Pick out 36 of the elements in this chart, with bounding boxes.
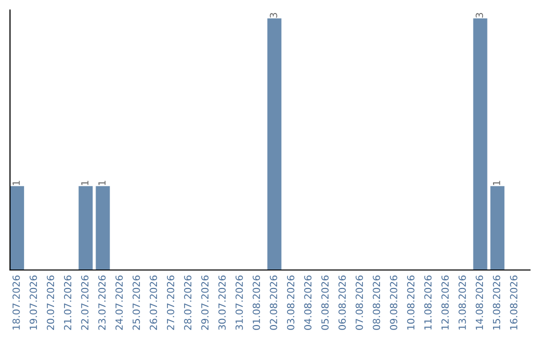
x-tick-label: 04.08.2026 (304, 275, 312, 330)
x-tick-label: 31.07.2026 (236, 275, 243, 330)
data-label: 1 (81, 180, 88, 186)
x-tick-label: 09.08.2026 (390, 275, 398, 330)
x-tick-label: 06.08.2026 (338, 275, 346, 330)
data-label: 3 (270, 12, 278, 18)
x-tick-label: 27.07.2026 (166, 275, 174, 330)
x-tick-label: 20.07.2026 (46, 275, 54, 330)
x-tick-label: 10.08.2026 (407, 275, 414, 330)
data-label: 1 (98, 180, 106, 186)
x-tick-label: 23.07.2026 (98, 275, 106, 330)
data-label: 3 (476, 12, 484, 18)
x-tick-label: 11.08.2026 (424, 275, 432, 330)
x-tick-label: 25.07.2026 (132, 275, 140, 330)
x-tick-label: 24.07.2026 (115, 275, 123, 330)
data-label: 1 (493, 180, 500, 186)
data-label: 1 (12, 180, 20, 186)
x-tick-label: 28.07.2026 (184, 275, 192, 330)
x-tick-label: 15.08.2026 (492, 275, 500, 330)
x-tick-label: 19.07.2026 (30, 275, 38, 330)
x-tick-label: 16.08.2026 (510, 275, 518, 330)
x-tick-label: 22.07.2026 (81, 275, 88, 330)
x-tick-label: 05.08.2026 (321, 275, 329, 330)
x-tick-label: 21.07.2026 (64, 275, 72, 330)
x-tick-label: 02.08.2026 (270, 275, 278, 330)
x-tick-label: 13.08.2026 (458, 275, 466, 330)
x-tick-label: 03.08.2026 (287, 275, 294, 330)
x-tick-label: 29.07.2026 (201, 275, 209, 330)
x-tick-label: 18.07.2026 (12, 275, 20, 330)
x-tick-label: 07.08.2026 (356, 275, 363, 330)
x-tick-label: 08.08.2026 (372, 275, 380, 330)
x-tick-label: 01.08.2026 (252, 275, 260, 330)
x-tick-label: 12.08.2026 (441, 275, 449, 330)
x-tick-label: 14.08.2026 (476, 275, 484, 330)
x-tick-label: 30.07.2026 (218, 275, 226, 330)
x-tick-label: 26.07.2026 (150, 275, 158, 330)
